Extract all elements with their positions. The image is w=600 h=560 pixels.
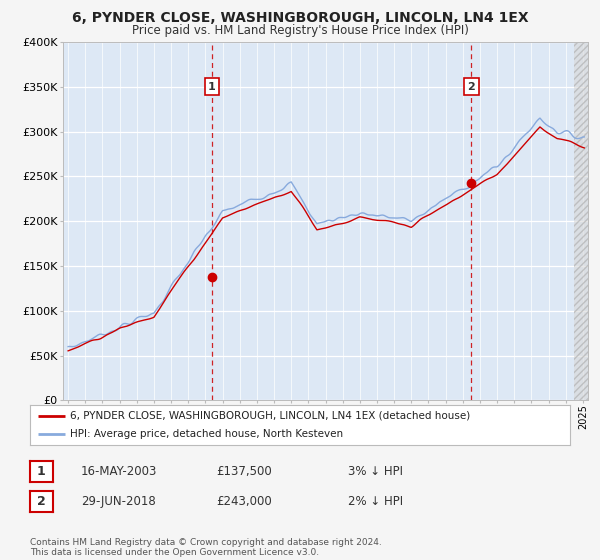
Text: 6, PYNDER CLOSE, WASHINGBOROUGH, LINCOLN, LN4 1EX (detached house): 6, PYNDER CLOSE, WASHINGBOROUGH, LINCOLN…: [71, 411, 471, 421]
Text: 2: 2: [37, 494, 46, 508]
Text: £137,500: £137,500: [216, 465, 272, 478]
Text: 2: 2: [467, 82, 475, 92]
Text: 6, PYNDER CLOSE, WASHINGBOROUGH, LINCOLN, LN4 1EX: 6, PYNDER CLOSE, WASHINGBOROUGH, LINCOLN…: [71, 11, 529, 25]
Text: 3% ↓ HPI: 3% ↓ HPI: [348, 465, 403, 478]
Text: 1: 1: [37, 465, 46, 478]
Text: 29-JUN-2018: 29-JUN-2018: [81, 494, 156, 508]
Text: £243,000: £243,000: [216, 494, 272, 508]
Text: 1: 1: [208, 82, 215, 92]
Text: Price paid vs. HM Land Registry's House Price Index (HPI): Price paid vs. HM Land Registry's House …: [131, 24, 469, 36]
Text: HPI: Average price, detached house, North Kesteven: HPI: Average price, detached house, Nort…: [71, 430, 344, 439]
Text: 16-MAY-2003: 16-MAY-2003: [81, 465, 157, 478]
Text: 2% ↓ HPI: 2% ↓ HPI: [348, 494, 403, 508]
Text: Contains HM Land Registry data © Crown copyright and database right 2024.
This d: Contains HM Land Registry data © Crown c…: [30, 538, 382, 557]
Bar: [574, 42, 588, 400]
